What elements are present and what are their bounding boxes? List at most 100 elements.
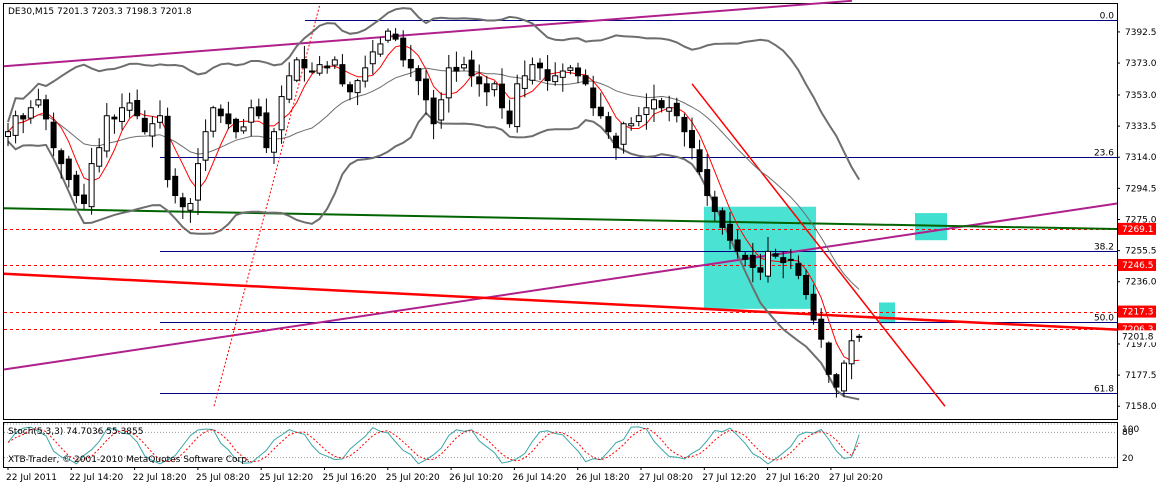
candle-body (468, 59, 475, 77)
candle-body (233, 118, 239, 133)
candle-body (210, 107, 217, 132)
x-tick-label: 22 Jul 18:20 (133, 473, 187, 483)
candle-body (339, 64, 346, 85)
candle-body (544, 69, 551, 82)
candle-body (643, 107, 650, 116)
price-label-text: 7269.1 (1122, 225, 1154, 235)
y-tick-label: 7197.0 (1125, 340, 1157, 350)
magenta-upper-trendline[interactable] (3, 0, 853, 68)
candle-body (673, 102, 680, 117)
candle-body (392, 33, 399, 40)
y-tick-label: 7294.5 (1125, 184, 1157, 194)
stoch-level-20: 20 (1122, 454, 1134, 464)
price-label-text: 7201.8 (1122, 332, 1154, 342)
y-tick-label: 7275.0 (1125, 215, 1157, 225)
x-tick-label: 25 Jul 12:20 (259, 473, 313, 483)
candle-body (293, 59, 300, 81)
candle-body (483, 83, 490, 93)
candle-body (248, 107, 255, 123)
candle-body (263, 112, 270, 149)
candle-body (506, 110, 513, 125)
red-dotted-fib-line[interactable] (213, 3, 321, 407)
candle-body (590, 87, 597, 109)
price-label-text: 7206.3 (1122, 325, 1154, 335)
candle-body (597, 106, 604, 117)
candle-body (35, 99, 42, 106)
candle-body (225, 113, 232, 125)
y-tick-label: 7353.0 (1125, 91, 1157, 101)
candle-body (734, 239, 741, 252)
candle-body (415, 68, 422, 82)
candle-body (286, 75, 293, 100)
red-falling-trendline[interactable] (3, 272, 1118, 331)
candle-body (841, 362, 847, 392)
y-tick-label: 7255.5 (1125, 247, 1157, 257)
fib-label: 61.8 (1094, 385, 1114, 395)
candle-body (377, 43, 384, 55)
fib-label: 50.0 (1094, 314, 1114, 324)
fib-label: 38.2 (1094, 243, 1114, 253)
candle-body (195, 163, 201, 201)
red-down-trendline[interactable] (691, 83, 946, 407)
x-tick-label: 25 Jul 08:20 (196, 473, 250, 483)
candle-body (780, 257, 787, 264)
candle-body (499, 83, 505, 109)
candle-body (187, 203, 194, 211)
candle-body (818, 318, 825, 340)
candle-body (331, 59, 338, 66)
candle-body (742, 254, 749, 260)
candle-body (362, 67, 369, 82)
price-label-box (1118, 222, 1156, 235)
magenta-rising-trendline[interactable] (3, 202, 1118, 371)
candle-body (757, 267, 764, 273)
candle-body (12, 115, 19, 136)
candle-body (179, 197, 186, 208)
candle-body (772, 253, 779, 257)
bollinger-upper-band (7, 7, 861, 181)
main-chart-frame (3, 3, 1118, 420)
symbol-header: DE30,M15 7201.3 7203.3 7198.3 7201.8 (8, 7, 192, 17)
candle-body (141, 117, 148, 133)
candle-body (529, 64, 536, 81)
candle-body (96, 147, 103, 167)
candle-body (354, 80, 361, 94)
candle-body (803, 275, 809, 295)
candle-body (445, 67, 452, 99)
candle-body (559, 70, 566, 78)
candle-body (27, 107, 34, 119)
candle-body (765, 250, 771, 277)
indicator-label: Stoch(5,3,3) 74.7036 55.3855 (8, 427, 143, 437)
x-tick-label: 25 Jul 20:20 (386, 473, 440, 483)
candle-body (278, 96, 285, 131)
candle-body (711, 196, 718, 213)
green-support-line[interactable] (3, 207, 1118, 231)
price-label-box (1118, 305, 1156, 318)
y-tick-label: 7158.0 (1125, 402, 1157, 412)
candle-body (848, 340, 855, 365)
candle-body (309, 70, 315, 73)
x-tick-label: 27 Jul 12:20 (702, 473, 756, 483)
x-tick-label: 27 Jul 16:20 (766, 473, 820, 483)
candle-body (658, 100, 665, 109)
candle-body (430, 97, 437, 125)
candle-body (157, 115, 163, 123)
candle-body (719, 210, 726, 228)
candle-body (552, 75, 559, 83)
y-tick-label: 7333.5 (1125, 122, 1157, 132)
price-label-box (1118, 258, 1156, 271)
candle-body (514, 83, 521, 128)
candle-body (58, 150, 65, 165)
candle-body (43, 99, 49, 120)
candle-body (787, 258, 794, 261)
candle-body (255, 106, 262, 117)
candle-body (5, 131, 11, 137)
candle-body (461, 64, 467, 69)
x-tick-label: 27 Jul 08:20 (639, 473, 693, 483)
candle-body (88, 163, 95, 208)
candle-body (20, 115, 27, 120)
candle-body (491, 83, 498, 91)
y-tick-label: 7373.0 (1125, 59, 1157, 69)
stoch-k-line (7, 426, 860, 465)
y-tick-label: 7392.5 (1125, 28, 1157, 38)
